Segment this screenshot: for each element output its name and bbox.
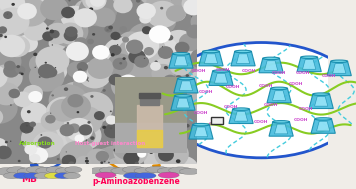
Text: Host-guest interaction: Host-guest interaction (75, 141, 145, 146)
Text: MB: MB (22, 175, 37, 184)
Circle shape (161, 43, 356, 158)
Text: p-Aminoazobenzene: p-Aminoazobenzene (93, 177, 180, 186)
Text: Adsorption: Adsorption (19, 141, 56, 146)
